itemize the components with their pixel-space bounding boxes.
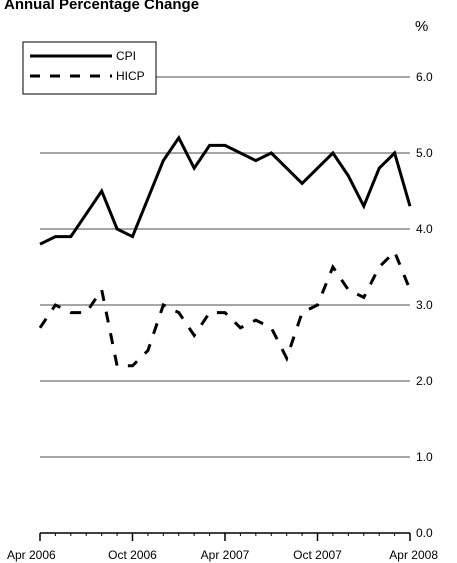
x-tick-label: Apr 2008 [389, 548, 438, 562]
y-tick-label-6.0: 6.0 [416, 70, 433, 84]
x-tick-label: Oct 2006 [108, 548, 157, 562]
series-line-cpi [39, 134, 412, 246]
grid-layer: 0.0 1.0 2.0 3.0 4.0 5.0 6.0 [40, 70, 433, 540]
legend-box [22, 41, 157, 95]
x-axis: Apr 2006 Oct 2006 Apr 2007 Oct 2007 Apr 2008 [7, 532, 438, 562]
y-tick-label-4.0: 4.0 [416, 222, 433, 236]
x-tick-label: Apr 2006 [7, 548, 56, 562]
y-tick-label-5.0: 5.0 [416, 146, 433, 160]
y-tick-label-3.0: 3.0 [416, 298, 433, 312]
y-tick-label-2.0: 2.0 [416, 374, 433, 388]
legend: CPI HICP [22, 41, 157, 95]
series-line-hicp [38, 249, 412, 368]
unit-label: % [415, 18, 428, 35]
y-tick-label-1.0: 1.0 [416, 450, 433, 464]
series-layer [38, 134, 412, 368]
legend-label-hicp: HICP [116, 69, 145, 83]
x-tick-label: Oct 2007 [293, 548, 342, 562]
x-tick-label: Apr 2007 [201, 548, 250, 562]
legend-label-cpi: CPI [116, 49, 136, 63]
chart-title: Annual Percentage Change [4, 0, 199, 13]
y-tick-label-0.0: 0.0 [416, 526, 433, 540]
